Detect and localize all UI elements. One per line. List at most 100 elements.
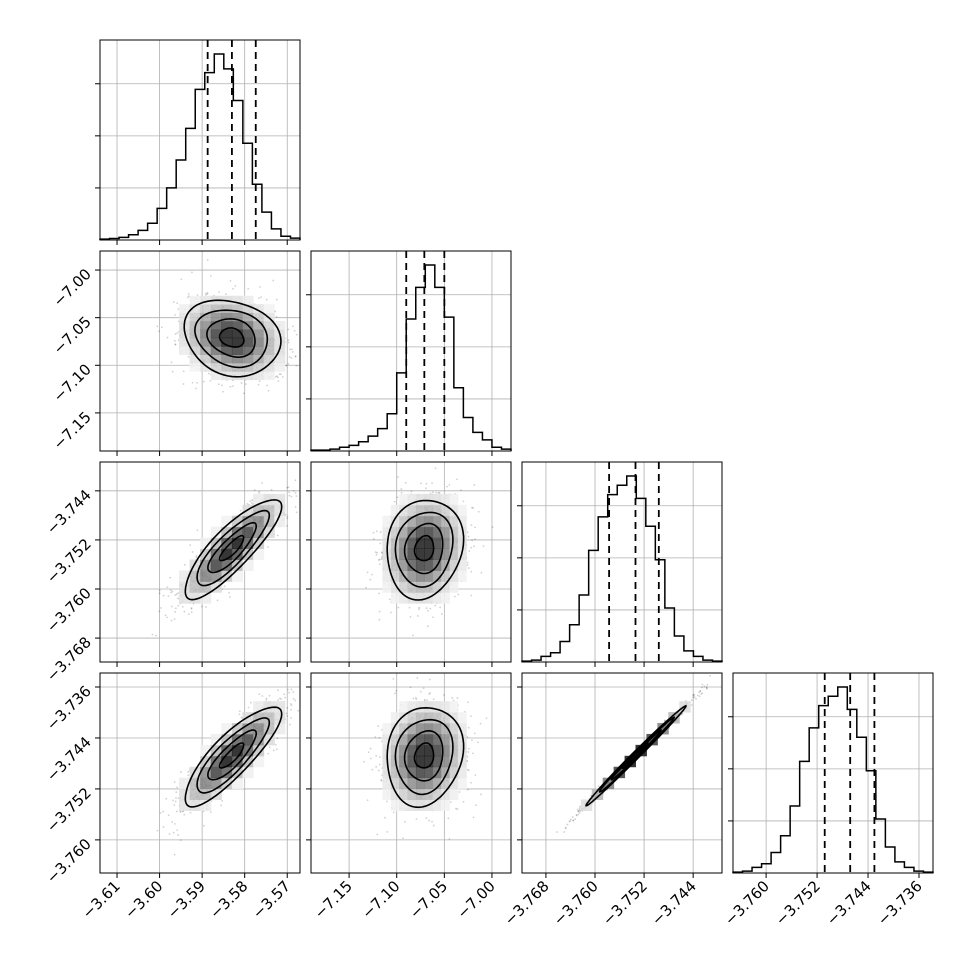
data-point (470, 546, 473, 549)
density-cell (242, 559, 254, 571)
density-cell (613, 766, 626, 779)
density-cell (390, 526, 400, 539)
density-cell (424, 493, 434, 506)
density-cell (449, 733, 459, 746)
data-point (290, 356, 293, 359)
data-point (170, 591, 173, 594)
data-point (259, 285, 261, 288)
data-point (295, 333, 298, 336)
data-point (277, 699, 280, 701)
data-point (367, 751, 370, 754)
y-tick-label: −3.768 (43, 633, 95, 685)
density-cell (242, 329, 254, 339)
data-point (371, 573, 373, 576)
data-point (174, 594, 177, 597)
data-point (284, 696, 287, 699)
density-cell (449, 548, 459, 560)
density-cell (424, 581, 434, 593)
density-cell (189, 777, 201, 790)
density-cell (189, 312, 201, 322)
data-point (290, 717, 293, 719)
density-cell (390, 712, 400, 724)
x-tick-label: −3.760 (550, 877, 602, 929)
data-point (466, 760, 469, 762)
density-cell (382, 723, 392, 735)
data-point (240, 382, 243, 384)
density-cell (424, 526, 434, 539)
data-point (286, 706, 289, 709)
data-point (175, 810, 178, 813)
density-cell (242, 337, 254, 347)
data-point (472, 507, 474, 509)
data-point (393, 500, 396, 503)
histogram-step (99, 53, 301, 240)
data-point (377, 725, 380, 727)
data-point (378, 558, 381, 561)
density-cell (390, 788, 400, 801)
density-cell (253, 346, 265, 355)
data-point (274, 375, 277, 378)
density-cell (646, 733, 658, 746)
data-point (371, 768, 374, 771)
density-cell (210, 346, 222, 355)
density-cell (263, 354, 275, 364)
data-point (572, 819, 575, 822)
density-cell (221, 362, 233, 372)
density-cell (200, 337, 212, 347)
data-point (477, 510, 480, 513)
data-point (378, 610, 381, 613)
data-point (293, 329, 296, 332)
data-point (725, 662, 727, 664)
data-point (275, 375, 278, 378)
data-point (180, 278, 183, 281)
density-cell (415, 526, 425, 539)
data-point (290, 348, 293, 351)
density-cell (189, 337, 201, 347)
density-cell (399, 581, 409, 593)
density-cell (200, 320, 212, 330)
data-point (440, 448, 442, 450)
density-cell (242, 346, 254, 355)
data-point (162, 594, 165, 597)
data-point (476, 741, 479, 744)
density-cell (263, 371, 275, 381)
density-cell (263, 337, 275, 347)
density-cell (263, 304, 275, 314)
density-cell (231, 766, 243, 779)
density-cell (274, 320, 286, 330)
data-point (473, 484, 476, 486)
y-tick-label: −7.00 (50, 265, 95, 310)
data-point (173, 822, 176, 825)
y-tick-label: −3.760 (43, 835, 95, 887)
density-cell (231, 733, 243, 746)
panel-frame (99, 672, 301, 874)
data-point (239, 509, 242, 512)
data-point (225, 293, 227, 296)
density-cell (189, 346, 201, 355)
data-point (695, 697, 697, 700)
contour-line (621, 741, 649, 769)
x-tick-label: −3.768 (501, 877, 553, 929)
data-point (166, 586, 169, 589)
data-point (574, 818, 577, 820)
density-cell (432, 733, 442, 746)
data-point (191, 381, 194, 384)
data-point (696, 694, 699, 697)
data-point (276, 534, 279, 537)
density-cell (253, 712, 265, 724)
density-cell (253, 371, 265, 381)
data-point (221, 384, 223, 387)
data-point (396, 496, 399, 499)
data-point (434, 467, 437, 470)
density-cell (424, 570, 434, 582)
data-point (365, 586, 367, 589)
data-point (449, 801, 452, 804)
contour-line (206, 318, 256, 359)
density-cell (441, 701, 450, 713)
data-point (447, 817, 450, 820)
data-point (162, 826, 165, 828)
data-point (467, 769, 470, 772)
data-point (174, 333, 177, 335)
data-point (280, 373, 282, 376)
density-cell (210, 526, 222, 539)
